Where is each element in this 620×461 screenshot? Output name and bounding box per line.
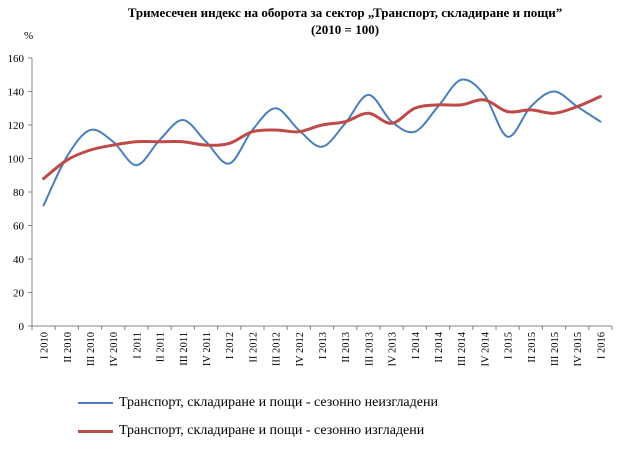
legend-label-adjusted: Транспорт, складиране и пощи - сезонно и… bbox=[119, 423, 425, 438]
chart-subtitle: (2010 = 100) bbox=[310, 22, 380, 37]
x-tick-label: IV 2010 bbox=[109, 332, 120, 367]
x-tick-label: II 2015 bbox=[527, 332, 538, 363]
y-tick-label: 40 bbox=[13, 254, 25, 266]
x-tick-label: II 2014 bbox=[434, 331, 445, 362]
x-axis: I 2010 II 2010 III 2010 IV 2010 I 2011 II 201… bbox=[31, 325, 613, 367]
x-tick-label: III 2010 bbox=[86, 332, 97, 366]
x-tick-label: I 2013 bbox=[318, 332, 329, 359]
x-tick-label: III 2012 bbox=[272, 332, 283, 366]
y-tick-label: 120 bbox=[8, 120, 25, 132]
y-tick-label: 140 bbox=[8, 87, 25, 99]
x-tick-label: I 2010 bbox=[40, 332, 51, 359]
y-tick-label: 0 bbox=[19, 321, 25, 333]
y-axis-unit-label: % bbox=[24, 30, 34, 42]
series-line-unadjusted bbox=[42, 78, 602, 207]
legend-label-unadjusted: Транспорт, складиране и пощи - сезонно н… bbox=[119, 395, 438, 410]
x-tick-label: IV 2014 bbox=[480, 331, 491, 366]
x-tick-label: II 2010 bbox=[63, 332, 74, 363]
x-tick-label: IV 2011 bbox=[202, 332, 213, 366]
y-tick-label: 80 bbox=[13, 187, 25, 199]
y-tick-label: 20 bbox=[13, 288, 25, 300]
legend-item-adjusted: Транспорт, складиране и пощи - сезонно и… bbox=[78, 423, 424, 439]
x-tick-label: IV 2015 bbox=[573, 332, 584, 367]
x-tick-label: III 2013 bbox=[364, 332, 375, 366]
series-lines bbox=[42, 78, 602, 207]
legend-swatch-adjusted bbox=[78, 429, 113, 433]
x-tick-label: III 2011 bbox=[179, 332, 190, 366]
x-tick-label: III 2015 bbox=[550, 332, 561, 366]
y-tick-label: 60 bbox=[13, 221, 25, 233]
x-tick-label: IV 2013 bbox=[388, 332, 399, 367]
legend-swatch-unadjusted bbox=[78, 402, 113, 404]
series-line-adjusted bbox=[42, 95, 602, 181]
x-tick-label: III 2014 bbox=[457, 331, 468, 366]
x-tick-label: II 2011 bbox=[156, 332, 167, 362]
x-tick-label: IV 2012 bbox=[295, 332, 306, 367]
y-tick-label: 160 bbox=[8, 53, 25, 65]
x-tick-label: II 2013 bbox=[341, 332, 352, 363]
x-tick-label: II 2012 bbox=[248, 332, 259, 363]
y-tick-label: 100 bbox=[8, 154, 25, 166]
x-tick-label: I 2015 bbox=[504, 332, 515, 359]
chart-title: Тримесечен индекс на оборота за сектор „… bbox=[60, 4, 620, 38]
legend-item-unadjusted: Транспорт, складиране и пощи - сезонно н… bbox=[78, 395, 438, 411]
chart-title-text: Тримесечен индекс на оборота за сектор „… bbox=[127, 5, 563, 20]
y-axis: 0 20 40 60 80 100 120 140 160 bbox=[8, 53, 33, 333]
x-tick-label: I 2014 bbox=[411, 331, 422, 359]
x-tick-label: I 2011 bbox=[132, 332, 143, 359]
x-tick-label: I 2016 bbox=[596, 332, 607, 359]
x-tick-label: I 2012 bbox=[225, 332, 236, 359]
